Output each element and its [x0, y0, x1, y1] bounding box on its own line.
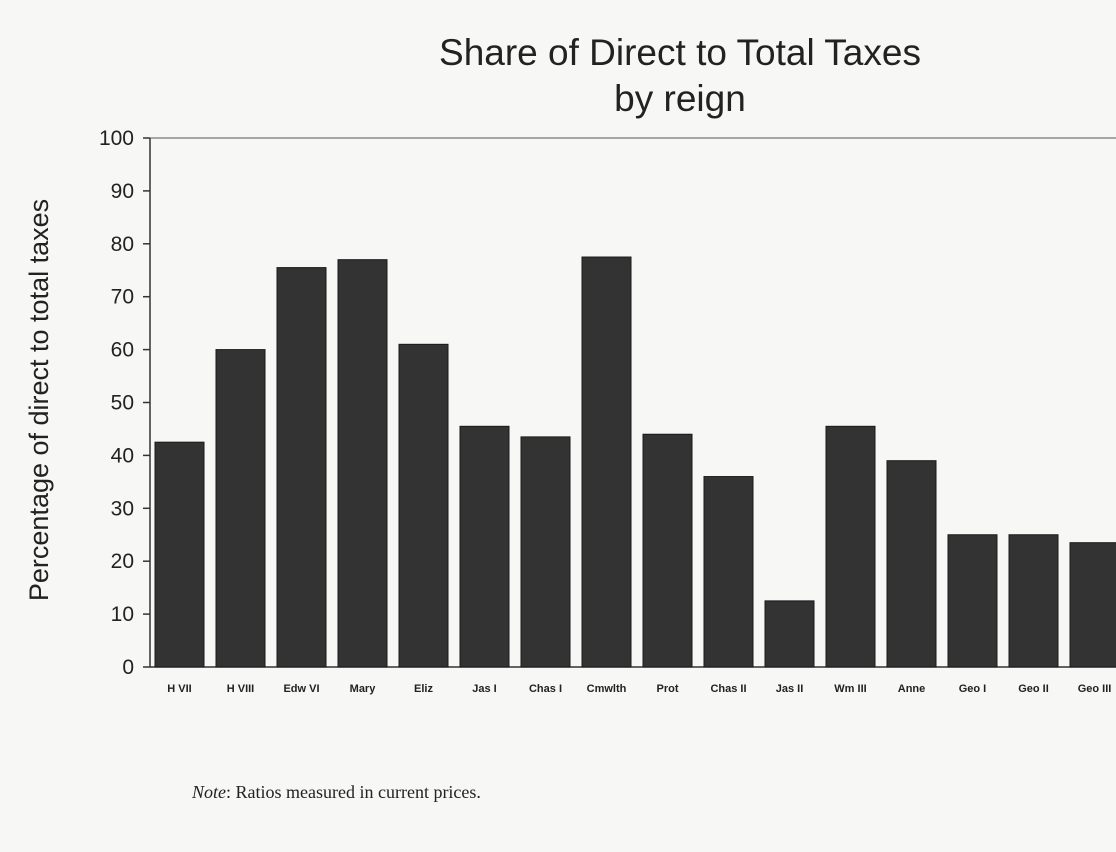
bar-eliz — [398, 343, 449, 668]
y-tick-label: 10 — [111, 603, 134, 626]
y-tick-label: 100 — [99, 127, 134, 150]
bar-chas-i — [520, 436, 571, 668]
bar-chas-ii — [703, 476, 754, 668]
bar-edw-vi — [276, 267, 327, 668]
bar-jas-i — [459, 425, 510, 668]
x-tick-label: Geo II — [1018, 683, 1049, 695]
y-tick-label: 50 — [111, 392, 134, 415]
bar-mary — [337, 259, 388, 668]
chart-title-line: Share of Direct to Total Taxes — [439, 32, 921, 73]
chart-subtitle-line: by reign — [614, 78, 746, 119]
bar-prot — [642, 433, 693, 668]
bar-geo-i — [947, 534, 998, 668]
note-label: Note — [192, 782, 226, 802]
x-tick-label: Cmwlth — [587, 683, 627, 695]
x-tick-label: Jas I — [472, 683, 496, 695]
chart-note: Note: Ratios measured in current prices. — [192, 782, 481, 803]
x-tick-label: Geo I — [959, 683, 987, 695]
y-tick-label: 40 — [111, 444, 134, 467]
x-tick-label: Eliz — [414, 683, 433, 695]
x-tick-label: H VIII — [227, 683, 255, 695]
y-tick-label: 30 — [111, 497, 134, 520]
note-text: : Ratios measured in current prices. — [226, 782, 481, 802]
x-tick-label: Chas II — [710, 683, 746, 695]
x-tick-label: Jas II — [776, 683, 804, 695]
y-tick-label: 90 — [111, 180, 134, 203]
x-tick-label: Geo III — [1078, 683, 1112, 695]
chart-title: Share of Direct to Total Taxes by reign — [330, 30, 1030, 122]
bar-h-viii — [215, 349, 266, 668]
x-tick-label: Wm III — [834, 683, 866, 695]
y-tick-label: 20 — [111, 550, 134, 573]
x-tick-label: Mary — [350, 683, 377, 695]
y-tick-label: 0 — [122, 656, 134, 679]
y-axis-label: Percentage of direct to total taxes — [24, 199, 54, 601]
bar-geo-ii — [1008, 534, 1059, 668]
bar-anne — [886, 460, 937, 668]
bar-jas-ii — [764, 600, 815, 668]
y-tick-label: 80 — [111, 233, 134, 256]
x-tick-label: Chas I — [529, 683, 562, 695]
chart-labels: 0 10 20 30 40 50 60 70 80 90 100 Percentage of dire… — [24, 127, 1111, 695]
x-tick-label: H VII — [167, 683, 191, 695]
bar-cmwlth — [581, 256, 632, 668]
y-tick-label: 60 — [111, 339, 134, 362]
x-tick-label: Prot — [657, 683, 679, 695]
y-tick-label: 70 — [111, 286, 134, 309]
x-tick-label: Edw VI — [283, 683, 319, 695]
x-tick-label: Anne — [898, 683, 926, 695]
bar-wm-iii — [825, 425, 876, 668]
bar-h-vii — [154, 441, 205, 668]
bar-geo-iii — [1069, 542, 1116, 668]
chart-bars — [154, 256, 1116, 668]
